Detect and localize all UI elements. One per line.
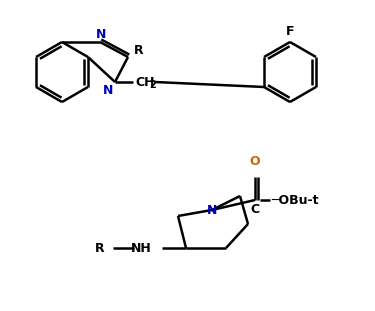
Text: F: F: [286, 25, 294, 38]
Text: C: C: [251, 203, 260, 216]
Text: R: R: [134, 44, 144, 58]
Text: O: O: [250, 155, 260, 168]
Text: CH: CH: [135, 76, 154, 89]
Text: R: R: [95, 242, 105, 254]
Text: NH: NH: [131, 242, 152, 254]
Text: ─OBu-t: ─OBu-t: [271, 193, 318, 207]
Text: N: N: [207, 205, 217, 217]
Text: 2: 2: [149, 80, 156, 90]
Text: N: N: [103, 84, 113, 97]
Text: N: N: [96, 28, 106, 41]
